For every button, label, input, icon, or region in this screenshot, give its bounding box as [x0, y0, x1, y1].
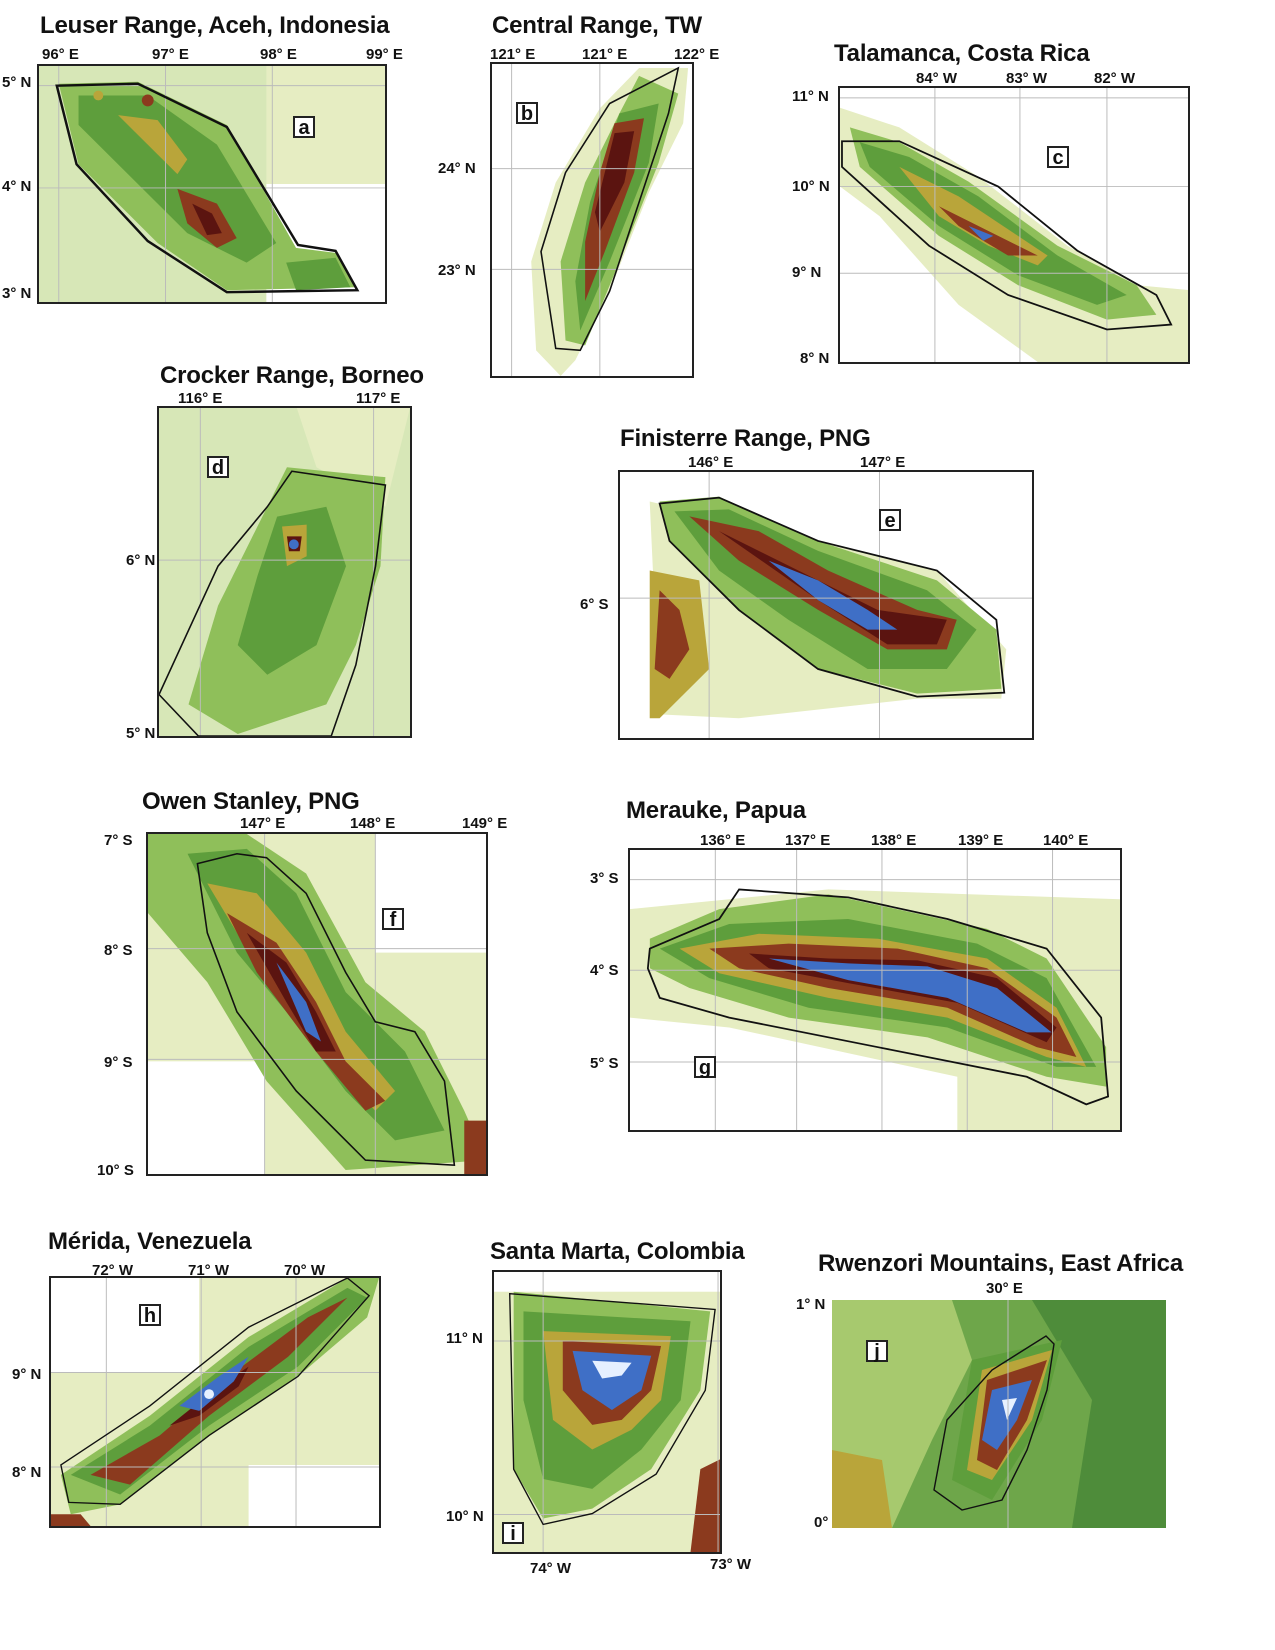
map-d-panel: d — [157, 406, 412, 738]
map-g-terrain — [630, 850, 1120, 1130]
map-i-panel: i — [492, 1270, 722, 1554]
map-a-terrain — [39, 66, 385, 302]
map-e-xtick: 146° E — [688, 454, 734, 471]
map-g-panel: g — [628, 848, 1122, 1132]
map-i-title: Santa Marta, Colombia — [490, 1238, 745, 1265]
map-h-ytick: 9° N — [12, 1366, 42, 1383]
map-g-ytick: 5° S — [590, 1055, 619, 1072]
map-g-ytick: 3° S — [590, 870, 619, 887]
map-c-xtick: 82° W — [1094, 70, 1136, 87]
map-h-label: h — [139, 1304, 161, 1327]
map-a-ytick: 5° N — [2, 74, 32, 91]
map-g-xtick: 140° E — [1043, 832, 1089, 849]
map-c-terrain — [840, 88, 1188, 362]
map-f-title: Owen Stanley, PNG — [142, 788, 360, 815]
map-h-panel: h — [49, 1276, 381, 1528]
map-i-xtick: 73° W — [710, 1556, 752, 1573]
map-d-xtick: 117° E — [356, 390, 401, 407]
map-j-label: j — [866, 1340, 888, 1363]
map-h-xtick: 72° W — [92, 1262, 134, 1279]
map-g-label: g — [694, 1056, 716, 1079]
map-e-ytick: 6° S — [580, 596, 609, 613]
map-b-xtick: 121° E — [490, 46, 536, 63]
map-f-xtick: 147° E — [240, 815, 286, 832]
map-d-label: d — [207, 456, 229, 479]
map-j-panel: j — [832, 1300, 1166, 1528]
map-c-ytick: 8° N — [800, 350, 830, 367]
map-e-title: Finisterre Range, PNG — [620, 425, 871, 452]
map-c-label: c — [1047, 146, 1069, 169]
map-g-ytick: 4° S — [590, 962, 619, 979]
map-h-xtick: 71° W — [188, 1262, 230, 1279]
map-i-xtick: 74° W — [530, 1560, 572, 1577]
map-f-ytick: 9° S — [104, 1054, 133, 1071]
map-h-title: Mérida, Venezuela — [48, 1228, 252, 1255]
map-a-ytick: 4° N — [2, 178, 32, 195]
map-b-terrain — [492, 64, 692, 376]
map-c-ytick: 10° N — [792, 178, 830, 195]
map-c-ytick: 11° N — [792, 88, 829, 105]
map-g-xtick: 137° E — [785, 832, 831, 849]
map-a-label: a — [293, 116, 315, 139]
map-f-xtick: 148° E — [350, 815, 396, 832]
map-d-ytick: 6° N — [126, 552, 156, 569]
map-f-terrain — [148, 834, 486, 1174]
map-c-xtick: 84° W — [916, 70, 958, 87]
map-f-ytick: 7° S — [104, 832, 133, 849]
map-b-xtick: 121° E — [582, 46, 628, 63]
map-d-title: Crocker Range, Borneo — [160, 362, 424, 389]
map-j-xtick: 30° E — [986, 1280, 1023, 1297]
map-a-title: Leuser Range, Aceh, Indonesia — [40, 12, 390, 39]
map-a-panel: a — [37, 64, 387, 304]
map-b-ytick: 23° N — [438, 262, 476, 279]
map-d-ytick: 5° N — [126, 725, 156, 742]
map-b-xtick: 122° E — [674, 46, 720, 63]
map-j-ytick: 1° N — [796, 1296, 826, 1313]
map-h-terrain — [51, 1278, 379, 1526]
map-c-title: Talamanca, Costa Rica — [834, 40, 1090, 67]
map-e-panel: e — [618, 470, 1034, 740]
map-f-ytick: 8° S — [104, 942, 133, 959]
map-e-terrain — [620, 472, 1032, 738]
map-f-xtick: 149° E — [462, 815, 508, 832]
map-b-title: Central Range, TW — [492, 12, 702, 39]
map-c-ytick: 9° N — [792, 264, 822, 281]
map-i-ytick: 11° N — [446, 1330, 483, 1347]
map-g-title: Merauke, Papua — [626, 797, 806, 824]
map-f-panel: f — [146, 832, 488, 1176]
map-j-title: Rwenzori Mountains, East Africa — [818, 1250, 1183, 1277]
map-j-ytick: 0° — [814, 1514, 829, 1531]
map-i-terrain — [494, 1272, 720, 1552]
map-a-xtick: 98° E — [260, 46, 297, 63]
map-e-label: e — [879, 509, 901, 532]
map-c-xtick: 83° W — [1006, 70, 1048, 87]
map-g-xtick: 138° E — [871, 832, 917, 849]
map-b-panel: b — [490, 62, 694, 378]
map-d-xtick: 116° E — [178, 390, 223, 407]
map-b-ytick: 24° N — [438, 160, 476, 177]
map-f-ytick: 10° S — [97, 1162, 134, 1179]
map-a-xtick: 96° E — [42, 46, 79, 63]
map-b-label: b — [516, 102, 538, 125]
map-f-label: f — [382, 908, 404, 931]
map-a-ytick: 3° N — [2, 285, 32, 302]
map-e-xtick: 147° E — [860, 454, 906, 471]
map-g-xtick: 139° E — [958, 832, 1004, 849]
map-i-ytick: 10° N — [446, 1508, 484, 1525]
map-a-xtick: 99° E — [366, 46, 403, 63]
map-a-xtick: 97° E — [152, 46, 189, 63]
map-i-label: i — [502, 1522, 524, 1545]
map-h-ytick: 8° N — [12, 1464, 42, 1481]
map-g-xtick: 136° E — [700, 832, 746, 849]
map-d-terrain — [159, 408, 410, 736]
map-h-xtick: 70° W — [284, 1262, 326, 1279]
map-c-panel: c — [838, 86, 1190, 364]
map-j-terrain — [832, 1300, 1166, 1528]
